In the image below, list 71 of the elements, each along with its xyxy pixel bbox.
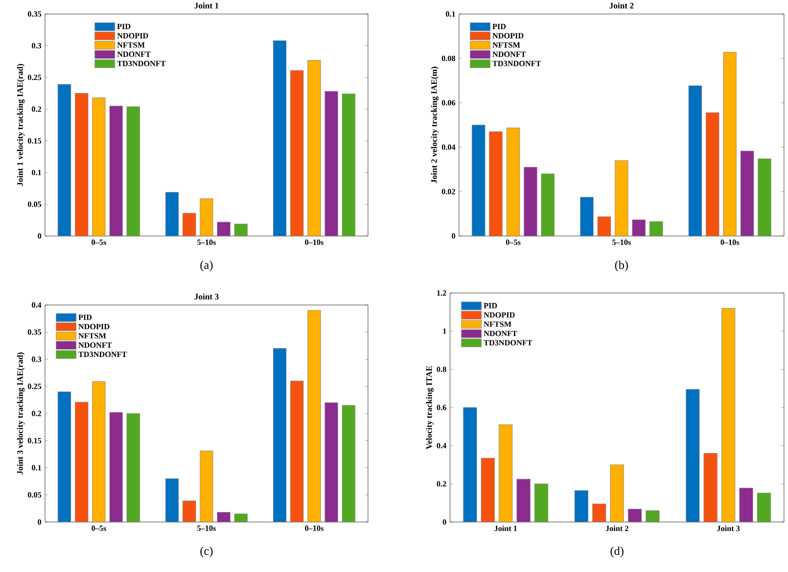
bar bbox=[740, 150, 754, 236]
bar bbox=[610, 464, 624, 522]
bar bbox=[290, 380, 304, 522]
bar bbox=[628, 508, 642, 522]
bar bbox=[217, 512, 230, 522]
text: (a) bbox=[200, 260, 213, 272]
bar bbox=[723, 52, 737, 236]
y-axis-title: Velocity tracking ITAE bbox=[426, 366, 434, 450]
bar bbox=[706, 112, 720, 236]
bar bbox=[614, 160, 628, 236]
bar bbox=[273, 40, 286, 236]
bar bbox=[704, 453, 718, 522]
bar bbox=[480, 458, 495, 522]
bar bbox=[290, 70, 304, 236]
bar bbox=[58, 84, 72, 236]
bar bbox=[308, 60, 321, 236]
bar bbox=[597, 216, 611, 236]
text: (b) bbox=[615, 260, 628, 272]
bar bbox=[342, 405, 356, 522]
text: (d) bbox=[610, 546, 624, 558]
bar bbox=[200, 198, 214, 236]
y-axis-title: Joint 2 velocity tracking IAE(m) bbox=[430, 66, 439, 184]
bar bbox=[498, 424, 513, 522]
text: (c) bbox=[200, 546, 213, 558]
chart-title: Joint 2 bbox=[610, 2, 634, 8]
bar bbox=[165, 192, 179, 236]
bar bbox=[739, 488, 754, 522]
y-axis-title: Joint 3 velocity tracking IAE(rad) bbox=[16, 352, 25, 475]
bar bbox=[234, 514, 248, 522]
bar bbox=[234, 224, 248, 236]
chart-title: Joint 1 bbox=[194, 2, 218, 8]
bar bbox=[126, 413, 140, 522]
bar bbox=[92, 381, 106, 522]
bar bbox=[92, 98, 106, 236]
bar bbox=[516, 478, 530, 522]
bar bbox=[324, 91, 338, 236]
bar bbox=[58, 392, 72, 522]
bar bbox=[200, 450, 214, 522]
chart-title: Joint 3 bbox=[194, 294, 219, 300]
bar bbox=[524, 166, 538, 236]
bar bbox=[463, 407, 477, 522]
bar bbox=[109, 106, 123, 236]
bar bbox=[506, 128, 520, 236]
bar bbox=[126, 106, 140, 236]
bar bbox=[541, 174, 555, 236]
bar bbox=[273, 348, 286, 522]
bar bbox=[649, 221, 663, 236]
bar bbox=[758, 158, 772, 236]
bar bbox=[688, 86, 702, 236]
bar bbox=[182, 500, 196, 522]
bar bbox=[472, 124, 486, 236]
bar bbox=[109, 412, 123, 522]
bar bbox=[646, 510, 660, 522]
bar bbox=[580, 196, 594, 236]
bar bbox=[757, 492, 771, 522]
bar bbox=[489, 131, 503, 236]
bar bbox=[74, 93, 88, 236]
bar bbox=[324, 402, 338, 522]
bar bbox=[632, 220, 646, 236]
bar bbox=[74, 402, 88, 522]
bar bbox=[721, 308, 736, 522]
bar bbox=[182, 212, 196, 236]
bar bbox=[592, 504, 606, 522]
y-axis-title: Joint 1 velocity tracking IAE(rad) bbox=[16, 64, 25, 186]
bar bbox=[686, 389, 700, 522]
bar bbox=[308, 310, 321, 522]
bar bbox=[574, 490, 588, 522]
bar bbox=[534, 484, 548, 522]
bar bbox=[217, 222, 230, 236]
bar bbox=[165, 478, 179, 522]
bar bbox=[342, 94, 356, 236]
